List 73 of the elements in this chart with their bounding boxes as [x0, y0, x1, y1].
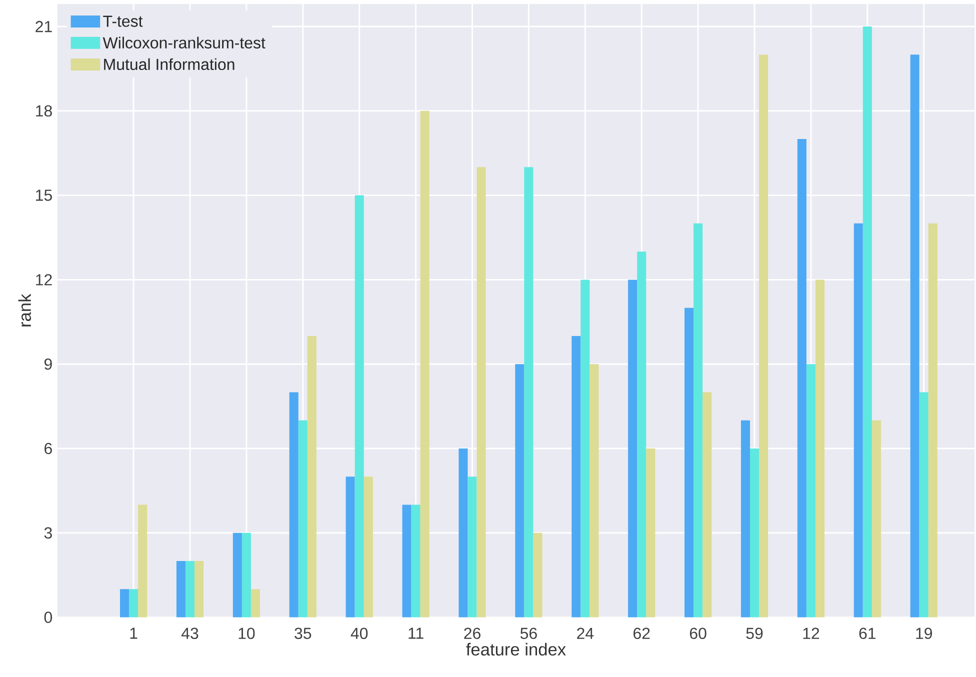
x-tick-label: 24 [577, 628, 594, 639]
bar [298, 420, 308, 618]
bar [702, 392, 712, 618]
legend-label: Mutual Information [104, 58, 234, 70]
y-tick-label: 6 [44, 442, 52, 454]
y-tick-label: 0 [44, 612, 52, 623]
bar [590, 364, 599, 618]
bar [476, 167, 486, 618]
y-tick-label: 21 [36, 20, 52, 32]
x-tick-label: 10 [238, 628, 255, 639]
y-tick-label: 3 [44, 527, 52, 538]
bar [250, 589, 260, 618]
bar [420, 110, 430, 618]
bar [928, 223, 938, 618]
bar [242, 532, 251, 618]
bar [637, 251, 646, 618]
bar [694, 223, 703, 618]
x-tick-label: 11 [408, 628, 424, 639]
bar [515, 364, 524, 618]
x-tick-label: 1 [130, 628, 138, 639]
bar [628, 280, 638, 618]
bar [346, 476, 355, 618]
bar [232, 532, 242, 618]
bar [910, 54, 920, 618]
bar [468, 476, 477, 618]
x-tick-label: 43 [181, 628, 198, 639]
x-tick-label: 56 [520, 628, 537, 639]
bar [862, 26, 872, 618]
bar [289, 392, 298, 618]
x-tick-label: 26 [464, 628, 480, 639]
x-tick-label: 61 [859, 628, 876, 639]
x-tick-label: 12 [803, 628, 820, 639]
bar [580, 280, 590, 618]
x-tick-label: 62 [634, 628, 650, 639]
x-tick-label: 19 [916, 628, 932, 639]
y-tick-label: 12 [36, 274, 52, 286]
bar [411, 504, 420, 618]
y-tick-label: 18 [36, 105, 52, 116]
bar [646, 448, 656, 618]
bar [872, 420, 881, 618]
bar [572, 336, 581, 618]
x-axis-title: feature index [466, 642, 566, 656]
bar [307, 336, 316, 618]
y-tick-label: 15 [36, 190, 52, 201]
bar [129, 589, 138, 618]
bar [138, 504, 148, 618]
bar [524, 167, 534, 618]
x-tick-label: 35 [294, 628, 312, 639]
bar [185, 560, 195, 618]
y-axis-title: rank [18, 294, 32, 326]
bar [402, 504, 412, 618]
bar [759, 54, 768, 618]
bar [176, 560, 186, 618]
bar [797, 138, 806, 618]
bar [194, 560, 204, 618]
bar [919, 392, 928, 618]
x-tick-label: 59 [746, 628, 763, 639]
bar [364, 476, 373, 618]
legend-label: Wilcoxon-ranksum-test [102, 36, 266, 48]
bar [684, 308, 694, 618]
legend-label: T-test [103, 16, 143, 27]
bar [120, 589, 130, 618]
bar [533, 532, 542, 618]
bar [354, 195, 364, 618]
bar [815, 280, 825, 618]
x-tick-label: 60 [690, 628, 706, 639]
bar [740, 420, 750, 618]
x-tick-label: 40 [350, 628, 368, 639]
bar [806, 364, 816, 618]
bar [854, 223, 863, 618]
bar [750, 448, 760, 618]
y-tick-label: 9 [44, 358, 52, 370]
bar [458, 448, 468, 618]
